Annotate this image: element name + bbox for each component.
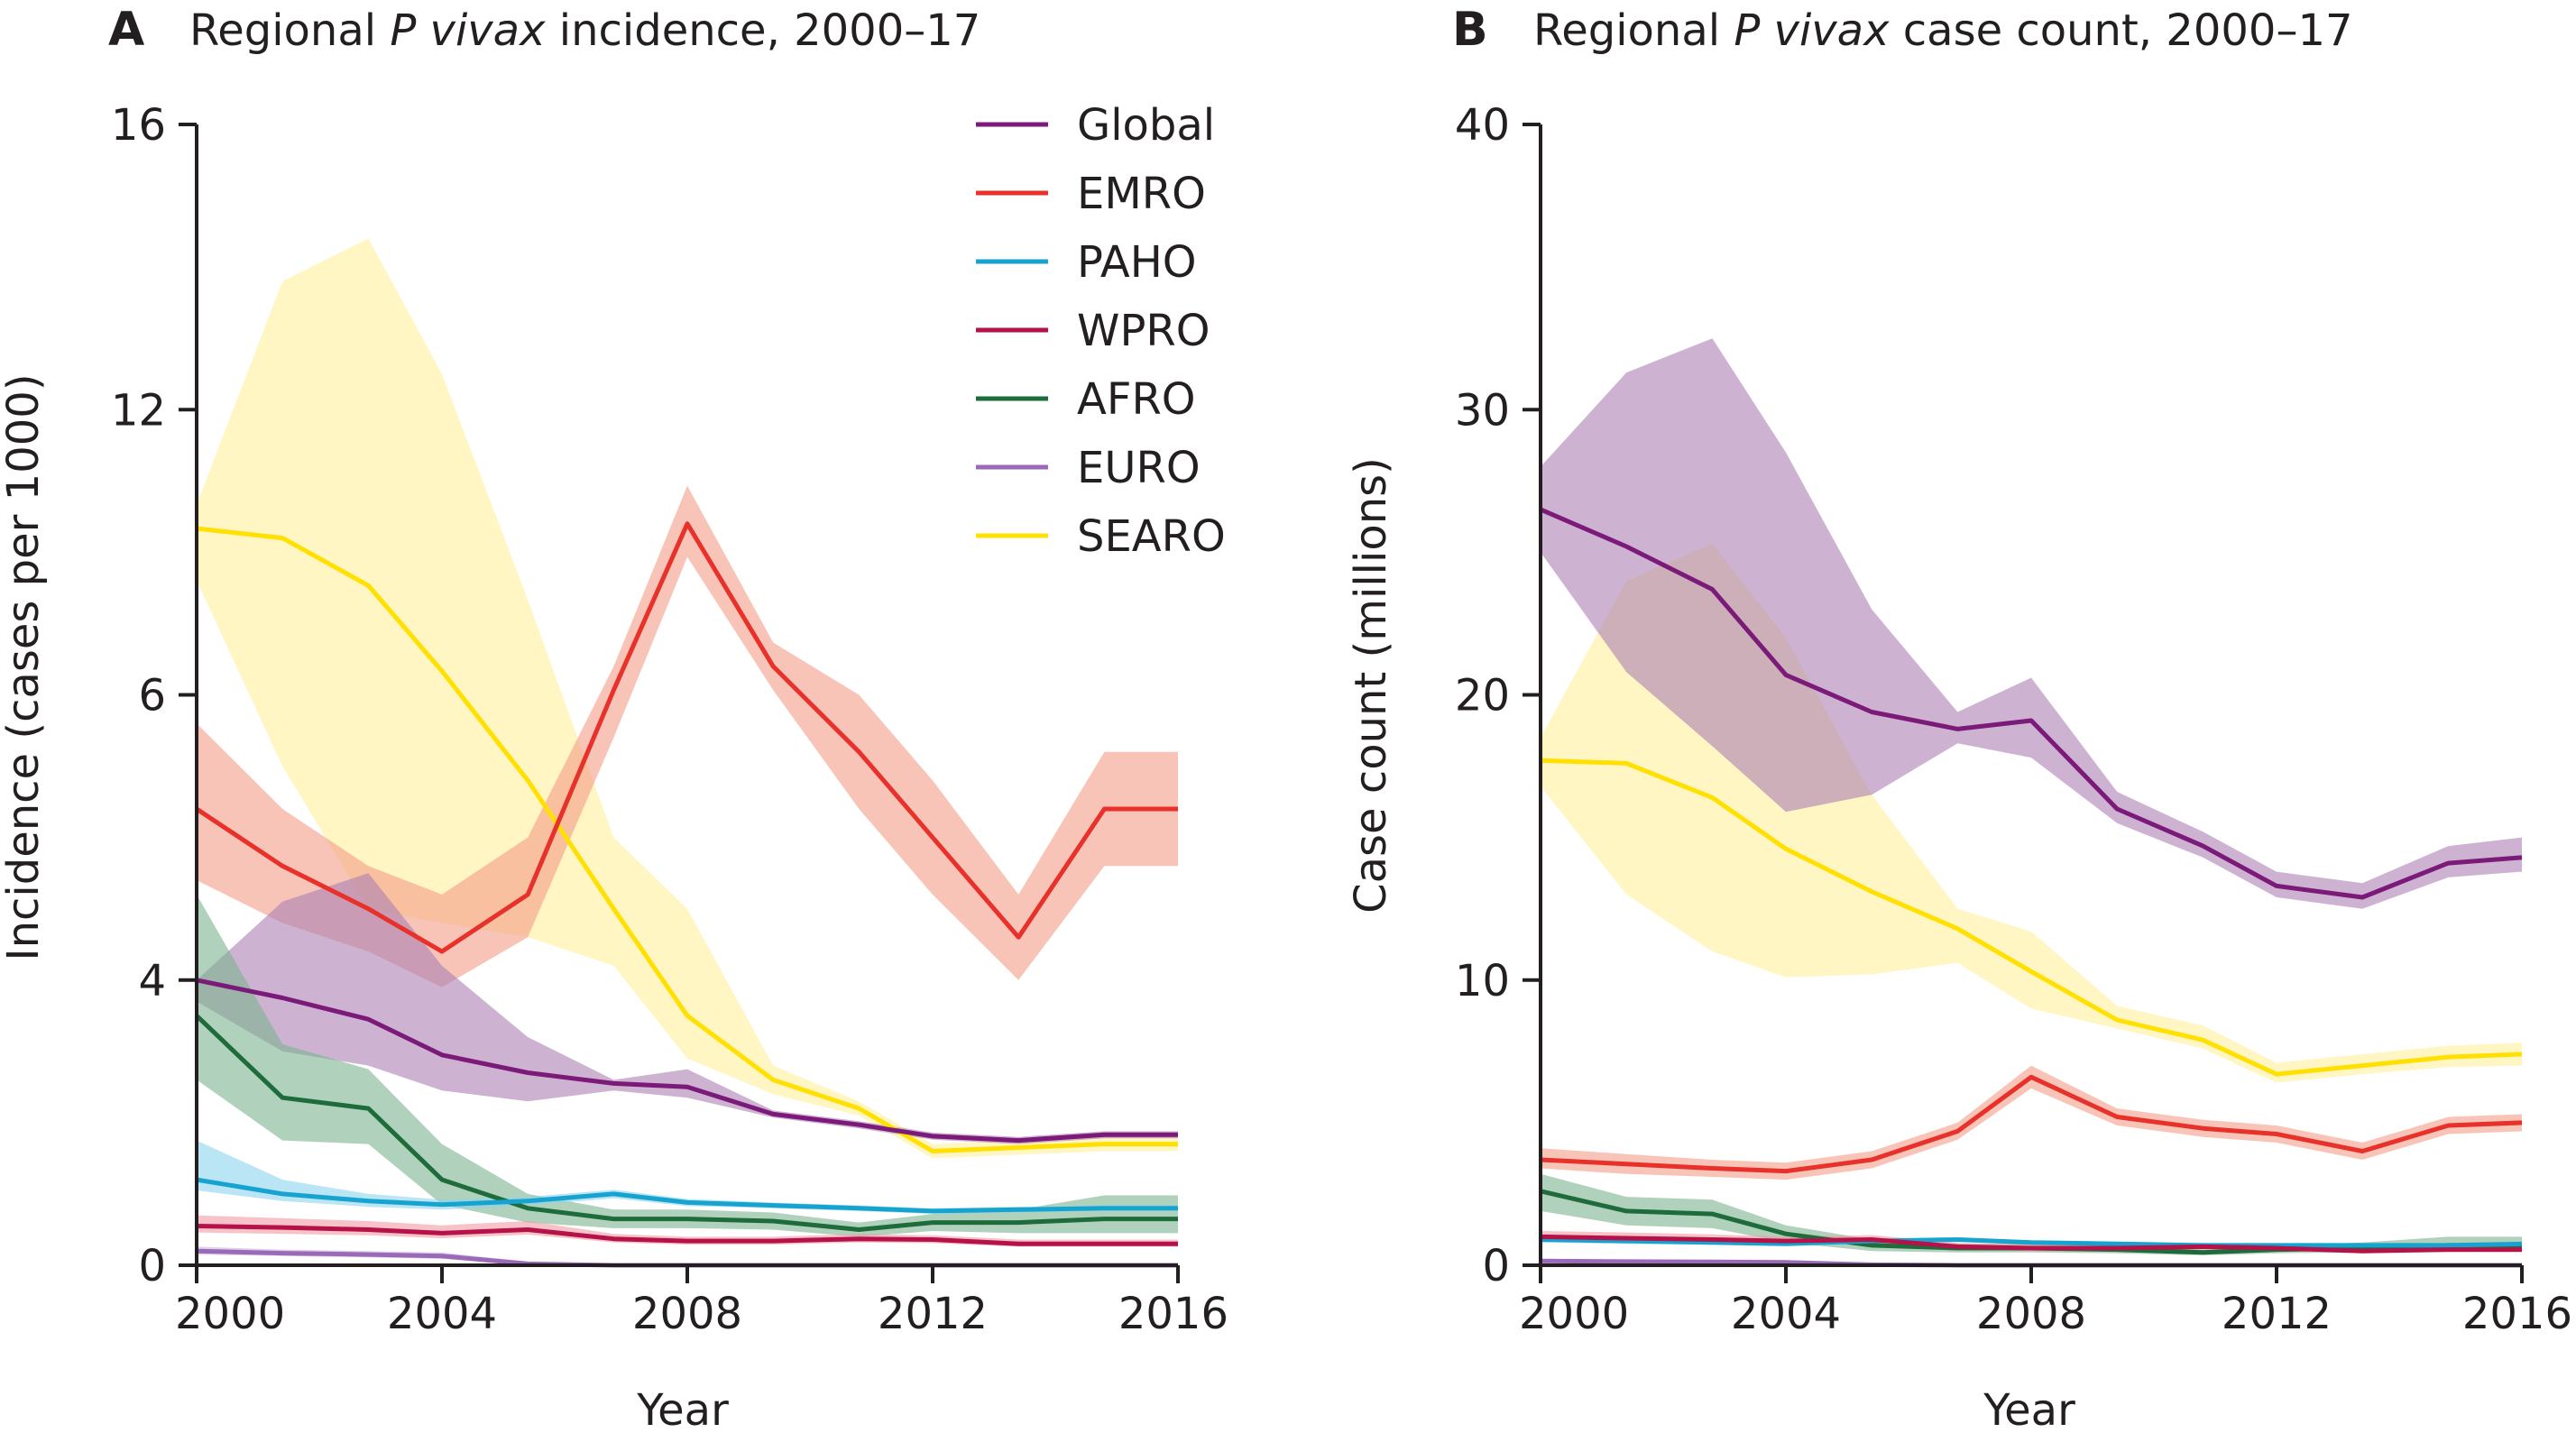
panel-a-band-global (197, 873, 1178, 1144)
panel-b-line-searo (1540, 758, 2523, 1077)
legend-item-searo: SEARO (976, 511, 1226, 562)
legend-label-paho: PAHO (1077, 237, 1197, 288)
panel-a-line-paho (196, 1177, 1178, 1214)
panel-a-line-emro (195, 521, 1178, 954)
panel-a-x-tick-label: 2000 (175, 1289, 285, 1339)
legend-label-searo: SEARO (1077, 511, 1226, 562)
panel-a-letter: A (108, 3, 144, 57)
panel-a-line-wpro (196, 1224, 1178, 1246)
panel-a-y-tick-label: 0 (138, 1241, 166, 1291)
panel-b-x-tick-label: 2004 (1731, 1289, 1841, 1339)
panel-a-x-axis-label: Year (636, 1385, 729, 1433)
panel-a-line-euro (196, 1248, 1178, 1268)
panel-b-line-global (1540, 507, 2523, 900)
panel-b-line-emro (1540, 1074, 2523, 1174)
legend-label-wpro: WPRO (1077, 306, 1210, 356)
panel-b-y-axis-label: Case count (millions) (1346, 457, 1396, 914)
panel-b-letter: B (1452, 3, 1488, 57)
panel-b-axes: 0 10 20 30 40 2000 2004 2008 2012 2016 (1455, 100, 2572, 1339)
legend-label-emro: EMRO (1077, 169, 1206, 219)
panel-b-x-axis-label: Year (1983, 1385, 2075, 1433)
panel-b-y-tick-label: 10 (1455, 956, 1510, 1006)
legend-label-euro: EURO (1077, 443, 1201, 493)
panel-a-band-searo (197, 238, 1178, 1159)
panel-b-band-emro (1541, 1065, 2522, 1180)
legend-item-wpro: WPRO (976, 306, 1210, 356)
panel-a-band-emro (197, 485, 1178, 987)
legend-label-afro: AFRO (1077, 374, 1196, 425)
panel-a-bands (197, 238, 1178, 1265)
panel-a-x-tick-label: 2012 (878, 1289, 988, 1339)
panel-b-band-global (1541, 338, 2522, 909)
panel-b-x-tick-label: 2008 (1976, 1289, 2086, 1339)
legend-item-afro: AFRO (976, 374, 1196, 425)
legend-label-global: Global (1077, 100, 1215, 151)
panel-a-y-tick-label: 4 (138, 956, 166, 1006)
panel-b-x-tick-label: 2012 (2222, 1289, 2332, 1339)
panel-a-x-tick-label: 2004 (387, 1289, 497, 1339)
panel-b-y-tick-label: 0 (1482, 1241, 1510, 1291)
panel-b-line-paho (1540, 1237, 2523, 1248)
panel-b-y-tick-label: 20 (1455, 671, 1510, 721)
panel-a-y-axis-label: Incidence (cases per 1000) (0, 373, 49, 960)
panel-a-line-searo (196, 526, 1178, 1153)
panel-b-bands (1541, 338, 2522, 1265)
panel-b-y-tick-label: 40 (1455, 100, 1510, 151)
legend-item-euro: EURO (976, 443, 1201, 493)
panel-a-x-tick-label: 2016 (1118, 1289, 1228, 1339)
panel-a-y-tick-label: 12 (111, 385, 166, 436)
panel-a-lines (195, 521, 1178, 1268)
panel-a-title: Regional P vivax incidence, 2000–17 (189, 5, 980, 56)
panel-a-line-afro (195, 1014, 1178, 1232)
panel-b-line-wpro (1540, 1234, 2522, 1254)
legend-item-emro: EMRO (976, 169, 1206, 219)
panel-a-y-tick-label: 16 (111, 100, 166, 151)
panel-a-axes: 0 4 6 12 16 2000 2004 2008 2012 2016 (111, 100, 1228, 1339)
panel-b-x-tick-label: 2000 (1519, 1289, 1629, 1339)
legend-item-global: Global (976, 100, 1215, 151)
panel-a-y-tick-label: 6 (138, 671, 166, 721)
legend-item-paho: PAHO (976, 237, 1197, 288)
panel-b-title: Regional P vivax case count, 2000–17 (1533, 5, 2353, 56)
panel-b-x-tick-label: 2016 (2462, 1289, 2572, 1339)
legend: Global EMRO PAHO WPRO AFRO EURO SEARO (976, 100, 1226, 562)
panel-a-band-afro (197, 894, 1178, 1237)
panel-a-line-global (196, 978, 1178, 1144)
panel-b: B Regional P vivax case count, 2000–17 0… (1346, 3, 2572, 1433)
panel-b-y-tick-label: 30 (1455, 385, 1510, 436)
panel-a-x-tick-label: 2008 (632, 1289, 742, 1339)
panel-a: A Regional P vivax incidence, 2000–17 0 4… (0, 3, 1228, 1433)
